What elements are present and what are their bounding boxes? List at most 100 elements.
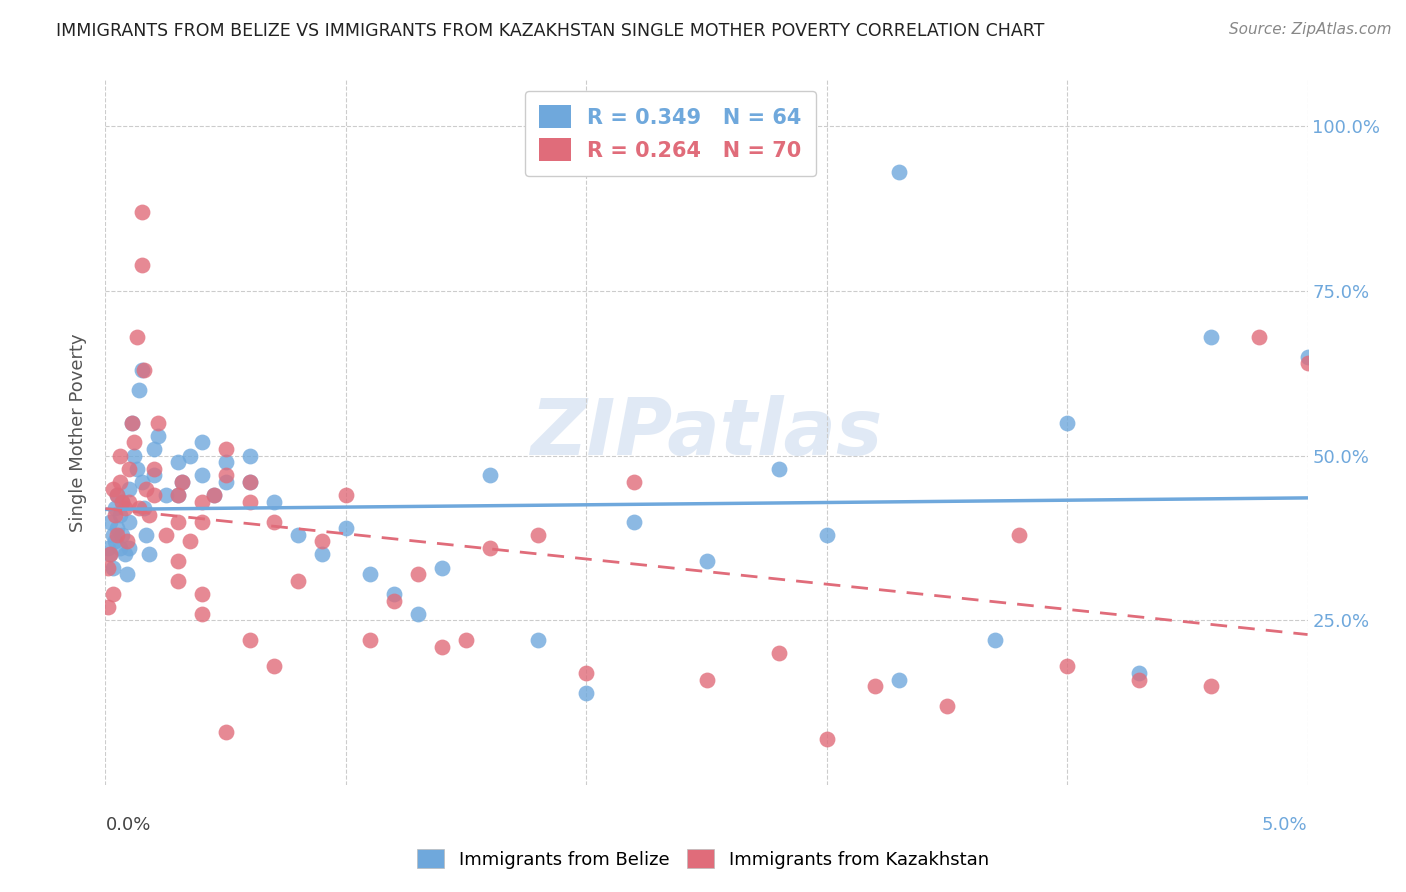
Point bbox=[527, 633, 550, 648]
Point bbox=[887, 673, 910, 687]
Point bbox=[135, 527, 157, 541]
Point bbox=[575, 665, 598, 680]
Point bbox=[263, 495, 285, 509]
Point bbox=[214, 475, 236, 489]
Point bbox=[1128, 673, 1150, 687]
Point bbox=[382, 593, 405, 607]
Point bbox=[166, 455, 188, 469]
Point bbox=[172, 475, 194, 489]
Point bbox=[132, 363, 155, 377]
Point bbox=[97, 560, 120, 574]
Point bbox=[287, 527, 309, 541]
Point bbox=[98, 548, 121, 562]
Point bbox=[1201, 330, 1223, 344]
Point bbox=[115, 534, 138, 549]
Point bbox=[101, 482, 124, 496]
Point bbox=[1056, 659, 1078, 673]
Text: Source: ZipAtlas.com: Source: ZipAtlas.com bbox=[1229, 22, 1392, 37]
Point bbox=[104, 508, 127, 522]
Point bbox=[335, 521, 357, 535]
Point bbox=[527, 527, 550, 541]
Point bbox=[359, 567, 381, 582]
Point bbox=[108, 508, 131, 522]
Point bbox=[214, 455, 236, 469]
Point bbox=[239, 475, 262, 489]
Point bbox=[190, 468, 212, 483]
Point bbox=[131, 363, 153, 377]
Point bbox=[311, 534, 333, 549]
Point bbox=[98, 548, 121, 562]
Point bbox=[311, 548, 333, 562]
Point bbox=[101, 587, 124, 601]
Point bbox=[111, 495, 134, 509]
Point bbox=[166, 515, 188, 529]
Point bbox=[101, 527, 124, 541]
Point bbox=[190, 435, 212, 450]
Point bbox=[114, 548, 136, 562]
Point bbox=[406, 567, 429, 582]
Point bbox=[239, 633, 262, 648]
Point bbox=[125, 330, 148, 344]
Point bbox=[148, 416, 170, 430]
Point bbox=[111, 495, 134, 509]
Point bbox=[108, 475, 131, 489]
Point bbox=[768, 462, 790, 476]
Point bbox=[97, 541, 120, 555]
Point bbox=[214, 725, 236, 739]
Point bbox=[124, 449, 146, 463]
Y-axis label: Single Mother Poverty: Single Mother Poverty bbox=[69, 334, 87, 532]
Point bbox=[121, 416, 143, 430]
Point bbox=[107, 488, 129, 502]
Point bbox=[335, 488, 357, 502]
Point bbox=[107, 527, 129, 541]
Point bbox=[166, 554, 188, 568]
Point bbox=[118, 495, 141, 509]
Point bbox=[454, 633, 477, 648]
Point bbox=[148, 429, 170, 443]
Point bbox=[135, 482, 157, 496]
Point bbox=[479, 541, 502, 555]
Point bbox=[696, 673, 718, 687]
Point bbox=[118, 462, 141, 476]
Point bbox=[1201, 679, 1223, 693]
Point bbox=[359, 633, 381, 648]
Point bbox=[155, 488, 177, 502]
Point bbox=[107, 488, 129, 502]
Point bbox=[138, 548, 160, 562]
Point bbox=[202, 488, 225, 502]
Point bbox=[479, 468, 502, 483]
Point bbox=[108, 449, 131, 463]
Point bbox=[263, 659, 285, 673]
Point bbox=[104, 534, 127, 549]
Point bbox=[118, 515, 141, 529]
Point bbox=[142, 468, 165, 483]
Point bbox=[887, 165, 910, 179]
Point bbox=[1056, 416, 1078, 430]
Point bbox=[623, 475, 645, 489]
Point bbox=[111, 527, 134, 541]
Point bbox=[430, 640, 453, 654]
Point bbox=[115, 567, 138, 582]
Point bbox=[815, 527, 838, 541]
Point bbox=[984, 633, 1007, 648]
Point bbox=[575, 686, 598, 700]
Point bbox=[142, 462, 165, 476]
Text: ZIPatlas: ZIPatlas bbox=[530, 394, 883, 471]
Point bbox=[214, 468, 236, 483]
Point bbox=[263, 515, 285, 529]
Point bbox=[142, 442, 165, 456]
Point bbox=[108, 541, 131, 555]
Point bbox=[128, 501, 150, 516]
Point bbox=[1296, 356, 1319, 370]
Point bbox=[118, 541, 141, 555]
Point bbox=[239, 495, 262, 509]
Point bbox=[132, 501, 155, 516]
Point bbox=[1008, 527, 1031, 541]
Point bbox=[125, 462, 148, 476]
Point bbox=[430, 560, 453, 574]
Text: 5.0%: 5.0% bbox=[1263, 816, 1308, 834]
Point bbox=[382, 587, 405, 601]
Legend: Immigrants from Belize, Immigrants from Kazakhstan: Immigrants from Belize, Immigrants from … bbox=[409, 842, 997, 876]
Point bbox=[623, 515, 645, 529]
Point bbox=[101, 560, 124, 574]
